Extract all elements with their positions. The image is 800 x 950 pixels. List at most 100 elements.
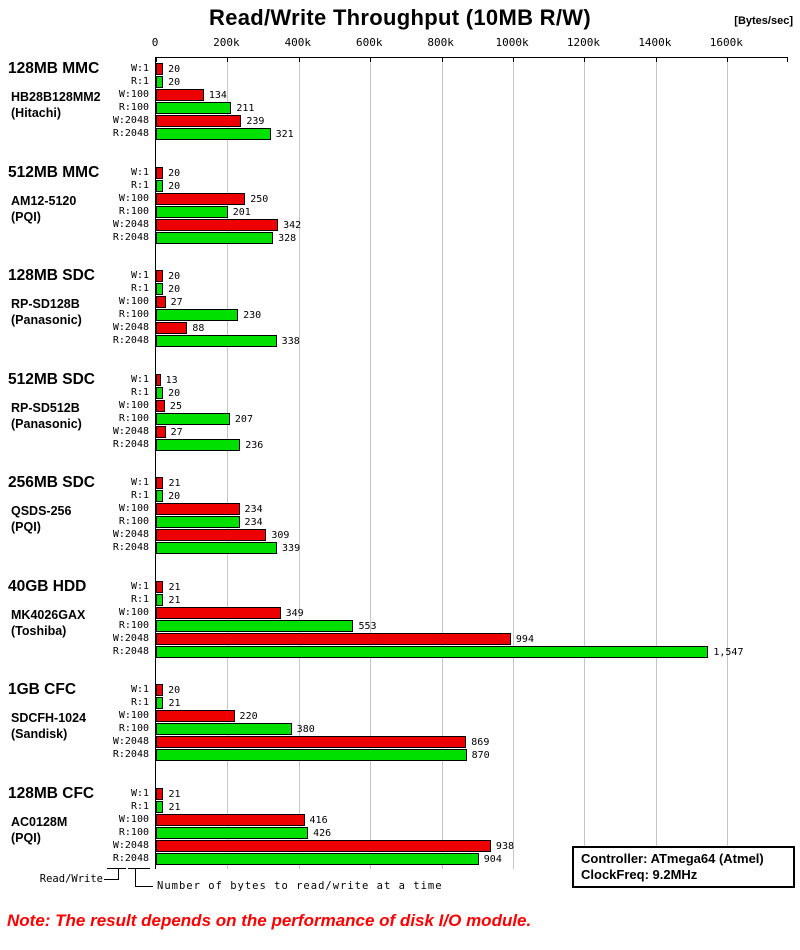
bar-value-label: 1,547 xyxy=(713,646,744,658)
write-bar xyxy=(156,218,279,231)
legend-bracket-bytes xyxy=(135,869,153,887)
device-model-7: SDCFH-1024 xyxy=(11,711,87,725)
bar-value-label: 869 xyxy=(471,737,490,748)
row-label: R:2048 xyxy=(112,231,149,243)
write-bar xyxy=(156,477,164,489)
row-label: R:100 xyxy=(118,723,149,734)
bar-value-label: 21 xyxy=(168,581,181,593)
read-bar xyxy=(156,309,239,321)
device-name-4: 512MB SDC xyxy=(8,370,95,388)
row-label: W:100 xyxy=(118,296,149,307)
write-bar xyxy=(156,115,242,127)
read-bar xyxy=(156,516,240,528)
row-label: R:1 xyxy=(130,179,149,191)
device-name-3: 128MB SDC xyxy=(8,267,95,284)
controller-line: Controller: ATmega64 (Atmel) xyxy=(581,851,764,866)
bar-value-label: 553 xyxy=(358,620,377,632)
bar-value-label: 27 xyxy=(170,426,183,438)
device-maker-3: (Panasonic) xyxy=(11,313,82,327)
row-label: W:2048 xyxy=(112,218,149,230)
row-label: W:100 xyxy=(118,710,149,721)
bar-value-label: 239 xyxy=(246,116,265,127)
gridline-800k xyxy=(441,58,443,869)
bar-value-label: 25 xyxy=(169,400,182,412)
read-bar xyxy=(156,102,232,114)
bar-value-label: 339 xyxy=(282,543,301,554)
read-bar xyxy=(156,128,271,140)
write-bar xyxy=(156,166,164,179)
row-label: R:2048 xyxy=(112,542,149,553)
read-bar xyxy=(156,800,164,813)
x-axis-label-1600k: 1600k xyxy=(709,36,743,49)
read-bar xyxy=(156,697,164,709)
bar-value-label: 321 xyxy=(275,129,294,140)
device-model-4: RP-SD512B xyxy=(11,400,80,415)
device-name-8: 128MB CFC xyxy=(8,784,95,802)
row-label: R:1 xyxy=(130,283,149,294)
write-bar xyxy=(156,736,467,748)
device-maker-2: (PQI) xyxy=(11,209,41,224)
write-bar xyxy=(156,503,240,515)
gridline-1600k xyxy=(727,58,729,869)
legend-read-write-label: Read/Write xyxy=(39,873,103,885)
write-bar xyxy=(156,296,166,308)
row-label: W:1 xyxy=(130,580,149,592)
row-label: R:1 xyxy=(130,697,149,708)
read-bar xyxy=(156,283,164,295)
gridline-200k xyxy=(227,58,229,869)
write-bar xyxy=(156,839,491,852)
legend-bracket-read-write xyxy=(104,869,119,880)
axis-tick-1000k xyxy=(513,58,515,62)
x-axis-label-1200k: 1200k xyxy=(566,36,601,49)
read-bar xyxy=(156,593,164,606)
write-bar xyxy=(156,192,246,205)
read-bar xyxy=(156,386,164,399)
write-bar xyxy=(156,399,165,412)
write-bar xyxy=(156,632,511,645)
device-maker-1: (Hitachi) xyxy=(11,106,61,120)
bar-value-label: 904 xyxy=(483,853,502,865)
gridline-600k xyxy=(370,58,372,869)
row-label: R:2048 xyxy=(112,128,149,139)
bar-value-label: 20 xyxy=(168,491,181,502)
row-label: R:1 xyxy=(130,386,149,398)
plot-area: 20 20 134 211 239 321 20 20 250 201 342 328 20 20 27 23… xyxy=(155,57,788,869)
read-bar xyxy=(156,619,354,632)
row-label: W:1 xyxy=(130,270,149,281)
bar-value-label: 220 xyxy=(239,711,258,722)
bar-value-label: 342 xyxy=(283,219,302,231)
write-bar xyxy=(156,373,161,386)
x-axis-label-0: 0 xyxy=(151,36,159,49)
write-bar xyxy=(156,813,305,826)
row-label: R:1 xyxy=(130,593,149,605)
row-label: W:1 xyxy=(130,373,149,385)
device-name-5: 256MB SDC xyxy=(8,474,95,491)
gridline-400k xyxy=(298,58,300,869)
device-name-7: 1GB CFC xyxy=(8,681,77,698)
row-label: W:100 xyxy=(118,89,149,100)
row-label: R:100 xyxy=(118,102,149,113)
write-bar xyxy=(156,787,164,800)
bar-value-label: 234 xyxy=(244,517,263,528)
row-label: W:2048 xyxy=(112,839,149,851)
device-maker-8: (PQI) xyxy=(11,830,41,845)
write-bar xyxy=(156,710,235,722)
row-label: W:100 xyxy=(118,606,149,618)
bar-value-label: 380 xyxy=(296,724,315,735)
bar-value-label: 338 xyxy=(281,336,300,347)
legend-bytes-label: Number of bytes to read/write at a time xyxy=(157,880,443,892)
row-label: W:100 xyxy=(118,813,149,825)
controller-info-box: Controller: ATmega64 (Atmel) ClockFreq: … xyxy=(572,846,795,888)
device-model-6: MK4026GAX xyxy=(11,607,86,622)
row-label: R:100 xyxy=(118,619,149,631)
read-bar xyxy=(156,205,228,218)
bar-value-label: 134 xyxy=(208,90,227,101)
gridline-1400k xyxy=(655,58,657,869)
row-label: W:2048 xyxy=(112,529,149,540)
row-label: W:1 xyxy=(130,166,149,178)
read-bar xyxy=(156,490,164,502)
device-model-8: AC0128M xyxy=(11,814,68,829)
bar-value-label: 994 xyxy=(515,633,534,645)
bar-value-label: 20 xyxy=(168,77,181,88)
